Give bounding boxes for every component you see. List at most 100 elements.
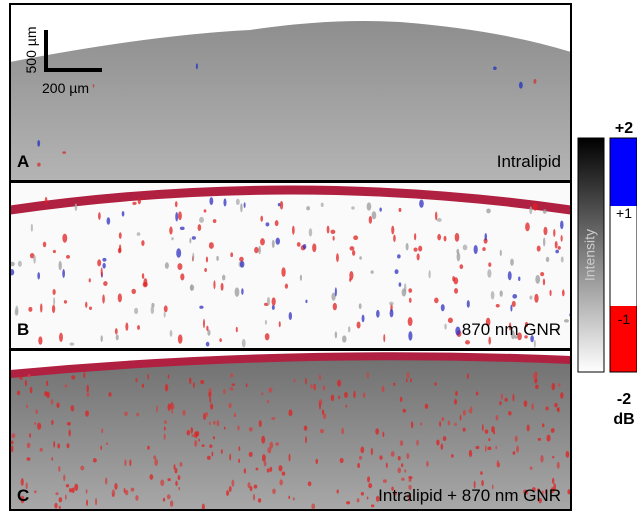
- speckle: [557, 326, 560, 332]
- speckle: [408, 484, 412, 490]
- speckle: [219, 338, 222, 343]
- speckle: [26, 457, 31, 461]
- speckle: [55, 492, 59, 496]
- speckle: [203, 209, 207, 213]
- panel-label: Intralipid: [497, 152, 561, 171]
- speckle: [260, 238, 265, 246]
- speckle: [424, 403, 429, 409]
- speckle: [171, 410, 174, 414]
- speckle: [229, 453, 232, 461]
- speckle: [105, 442, 108, 446]
- panel-letter: C: [17, 486, 29, 505]
- speckle: [542, 209, 547, 214]
- speckle: [209, 421, 211, 426]
- speckle: [206, 325, 209, 331]
- speckle: [352, 249, 356, 256]
- speckle: [390, 451, 395, 457]
- speckle: [407, 317, 413, 327]
- speckle: [281, 471, 286, 476]
- speckle: [308, 228, 313, 237]
- speckle: [42, 241, 47, 248]
- speckle: [124, 411, 128, 416]
- speckle: [322, 413, 327, 420]
- speckle: [74, 483, 79, 491]
- speckle: [525, 490, 529, 495]
- speckle: [192, 382, 195, 389]
- speckle: [408, 498, 411, 502]
- speckle: [115, 334, 119, 341]
- speckle: [198, 438, 200, 442]
- speckle: [491, 484, 494, 490]
- speckle: [531, 403, 534, 411]
- speckle: [245, 383, 248, 388]
- speckle: [180, 273, 185, 281]
- speckle: [163, 305, 168, 313]
- speckle: [121, 210, 125, 217]
- speckle: [178, 211, 182, 221]
- speckle: [508, 411, 512, 416]
- speckle: [538, 497, 542, 504]
- speckle: [29, 252, 35, 259]
- speckle: [397, 467, 402, 474]
- speckle: [481, 479, 484, 487]
- speckle: [398, 207, 402, 213]
- speckle: [455, 391, 458, 396]
- speckle: [271, 305, 275, 310]
- speckle: [360, 446, 365, 454]
- speckle: [510, 304, 513, 312]
- speckle: [437, 233, 442, 241]
- speckle: [191, 236, 196, 240]
- speckle: [177, 263, 183, 270]
- speckle: [565, 451, 570, 458]
- speckle: [221, 274, 226, 281]
- speckle: [389, 309, 394, 318]
- speckle: [162, 497, 166, 502]
- speckle: [275, 237, 281, 245]
- speckle: [30, 223, 33, 232]
- speckle: [182, 409, 186, 416]
- speckle: [249, 486, 253, 492]
- speckle: [555, 249, 559, 254]
- speckle: [205, 412, 209, 417]
- speckle: [58, 465, 61, 472]
- speckle: [141, 240, 145, 246]
- speckle: [279, 200, 284, 210]
- speckle: [370, 447, 373, 456]
- speckle: [405, 242, 409, 251]
- speckle: [512, 393, 515, 402]
- speckle: [359, 455, 363, 460]
- speckle: [58, 260, 62, 271]
- speckle: [50, 398, 54, 405]
- speckle: [534, 293, 539, 303]
- panel-a: [10, 4, 571, 181]
- speckle: [540, 271, 545, 277]
- speckle: [482, 247, 486, 252]
- speckle: [37, 139, 41, 147]
- speckle: [278, 465, 283, 472]
- speckle: [17, 260, 22, 267]
- speckle: [11, 433, 16, 439]
- speckle: [207, 329, 211, 336]
- speckle: [169, 500, 174, 507]
- speckle: [189, 237, 192, 244]
- speckle: [15, 305, 19, 315]
- speckle: [406, 372, 410, 379]
- speckle: [530, 335, 534, 343]
- speckle: [543, 226, 548, 236]
- speckle: [356, 321, 361, 329]
- speckle: [279, 479, 283, 486]
- speckle: [557, 245, 561, 250]
- speckle: [233, 413, 237, 418]
- speckle: [231, 383, 235, 387]
- speckle: [504, 397, 508, 402]
- speckle: [518, 276, 521, 282]
- speckle: [466, 373, 469, 380]
- speckle: [24, 379, 27, 387]
- speckle: [88, 278, 91, 283]
- speckle: [371, 211, 377, 220]
- speckle: [177, 334, 183, 344]
- speckle: [260, 215, 264, 222]
- speckle: [556, 407, 559, 412]
- speckle: [552, 455, 555, 459]
- speckle: [529, 466, 533, 470]
